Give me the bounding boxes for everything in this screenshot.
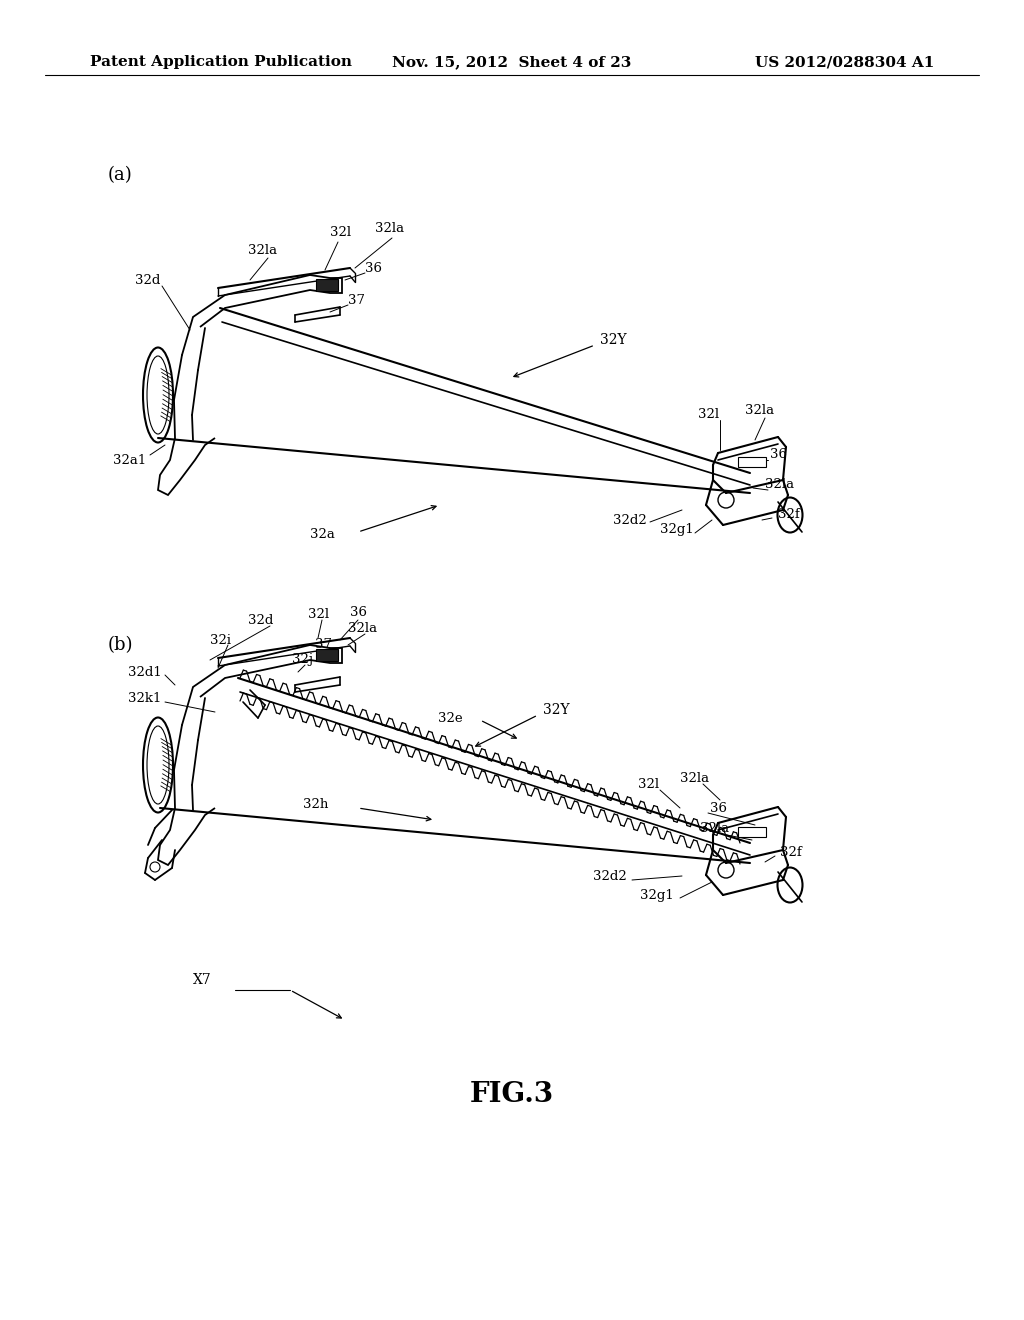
Text: 32i: 32i <box>210 634 231 647</box>
Text: (a): (a) <box>108 166 133 183</box>
Text: 32la: 32la <box>745 404 774 417</box>
Text: 32la: 32la <box>348 622 377 635</box>
Text: 32f: 32f <box>780 846 802 858</box>
Text: 32l: 32l <box>330 227 351 239</box>
Text: 32g1: 32g1 <box>640 888 674 902</box>
Text: 32a: 32a <box>310 528 335 541</box>
Text: 32e: 32e <box>438 711 463 725</box>
Text: 32g1: 32g1 <box>660 524 693 536</box>
Text: 36: 36 <box>770 449 787 462</box>
Text: Nov. 15, 2012  Sheet 4 of 23: Nov. 15, 2012 Sheet 4 of 23 <box>392 55 632 69</box>
Text: Patent Application Publication: Patent Application Publication <box>90 55 352 69</box>
Text: 36: 36 <box>710 801 727 814</box>
Text: 32Y: 32Y <box>543 704 569 717</box>
Text: 36: 36 <box>350 606 367 619</box>
Text: 32h: 32h <box>303 799 329 812</box>
Text: 32la: 32la <box>375 222 404 235</box>
Text: US 2012/0288304 A1: US 2012/0288304 A1 <box>755 55 934 69</box>
Text: 32d1: 32d1 <box>128 665 162 678</box>
Text: 32la: 32la <box>765 479 795 491</box>
Bar <box>738 828 766 837</box>
Text: 32f: 32f <box>778 508 800 521</box>
Text: X7: X7 <box>193 973 212 987</box>
Text: (b): (b) <box>108 636 133 653</box>
Text: 32d: 32d <box>248 614 273 627</box>
Text: 32d2: 32d2 <box>593 870 627 883</box>
Text: 37: 37 <box>315 638 332 651</box>
Text: 32l: 32l <box>308 607 329 620</box>
Bar <box>738 457 766 467</box>
Text: 32a1: 32a1 <box>113 454 146 466</box>
Text: 32la: 32la <box>700 821 729 834</box>
Text: 32k1: 32k1 <box>128 692 162 705</box>
Text: 32Y: 32Y <box>600 333 627 347</box>
Text: 37: 37 <box>348 293 365 306</box>
Bar <box>316 279 338 290</box>
Text: FIG.3: FIG.3 <box>470 1081 554 1109</box>
Text: 32la: 32la <box>248 243 278 256</box>
Text: 32d: 32d <box>135 273 161 286</box>
Text: 32d2: 32d2 <box>613 513 647 527</box>
Text: 32l: 32l <box>638 779 659 792</box>
Bar <box>316 649 338 661</box>
Text: 32j: 32j <box>292 653 313 667</box>
Text: 36: 36 <box>365 261 382 275</box>
Text: 32l: 32l <box>698 408 719 421</box>
Text: 32la: 32la <box>680 771 710 784</box>
